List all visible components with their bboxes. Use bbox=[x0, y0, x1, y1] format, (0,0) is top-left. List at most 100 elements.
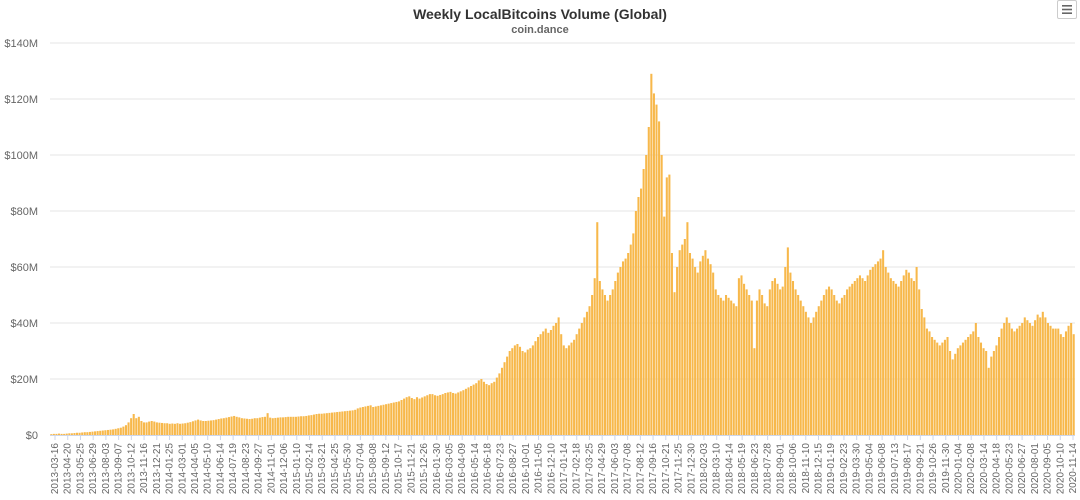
chart-menu-button[interactable] bbox=[1057, 0, 1077, 19]
bar[interactable] bbox=[755, 300, 758, 435]
bar[interactable] bbox=[256, 418, 259, 435]
bar[interactable] bbox=[812, 317, 815, 435]
bar[interactable] bbox=[78, 432, 81, 435]
bar[interactable] bbox=[786, 247, 789, 435]
bar[interactable] bbox=[467, 387, 470, 435]
bar[interactable] bbox=[397, 401, 400, 435]
bar[interactable] bbox=[848, 286, 851, 435]
bar[interactable] bbox=[598, 281, 601, 435]
bar[interactable] bbox=[933, 339, 936, 435]
bar[interactable] bbox=[475, 383, 478, 435]
bar[interactable] bbox=[943, 339, 946, 435]
bar[interactable] bbox=[470, 386, 473, 435]
bar[interactable] bbox=[171, 423, 174, 435]
bar[interactable] bbox=[573, 339, 576, 435]
bar[interactable] bbox=[284, 417, 287, 435]
bar[interactable] bbox=[1072, 334, 1075, 435]
bar[interactable] bbox=[377, 405, 380, 435]
bar[interactable] bbox=[57, 433, 61, 435]
bar[interactable] bbox=[629, 244, 632, 435]
bar[interactable] bbox=[866, 275, 869, 435]
bar[interactable] bbox=[449, 391, 452, 435]
bar[interactable] bbox=[459, 391, 462, 435]
bar[interactable] bbox=[918, 289, 921, 435]
bar[interactable] bbox=[194, 420, 197, 435]
bar[interactable] bbox=[913, 281, 916, 435]
bar[interactable] bbox=[374, 406, 377, 435]
bar[interactable] bbox=[137, 416, 140, 435]
bar[interactable] bbox=[212, 420, 215, 435]
bar[interactable] bbox=[740, 275, 743, 435]
bar[interactable] bbox=[959, 345, 962, 435]
bar[interactable] bbox=[549, 330, 552, 435]
bar[interactable] bbox=[320, 413, 323, 435]
bar[interactable] bbox=[302, 416, 305, 435]
bar[interactable] bbox=[1013, 331, 1016, 435]
bar[interactable] bbox=[969, 334, 972, 435]
bar[interactable] bbox=[166, 423, 169, 435]
bar[interactable] bbox=[714, 289, 717, 435]
bar[interactable] bbox=[583, 317, 586, 435]
bar[interactable] bbox=[454, 393, 457, 435]
bar[interactable] bbox=[779, 289, 782, 435]
bar[interactable] bbox=[979, 342, 983, 435]
bar[interactable] bbox=[415, 397, 419, 435]
bar[interactable] bbox=[601, 289, 604, 435]
bar[interactable] bbox=[472, 384, 475, 435]
bar[interactable] bbox=[624, 258, 627, 435]
bar[interactable] bbox=[300, 416, 303, 435]
bar[interactable] bbox=[722, 300, 725, 435]
bar[interactable] bbox=[856, 278, 859, 435]
bar[interactable] bbox=[766, 306, 769, 435]
bar[interactable] bbox=[809, 323, 813, 435]
bar[interactable] bbox=[621, 261, 625, 435]
bar[interactable] bbox=[804, 311, 807, 435]
bar[interactable] bbox=[392, 402, 395, 435]
bar[interactable] bbox=[60, 433, 63, 435]
bar[interactable] bbox=[385, 404, 388, 435]
bar[interactable] bbox=[493, 381, 496, 435]
bar[interactable] bbox=[660, 155, 663, 435]
bar[interactable] bbox=[992, 351, 995, 435]
bar[interactable] bbox=[349, 410, 352, 435]
bar[interactable] bbox=[972, 331, 975, 435]
bar[interactable] bbox=[96, 431, 99, 435]
bar[interactable] bbox=[513, 345, 516, 435]
bar[interactable] bbox=[307, 415, 310, 435]
bar[interactable] bbox=[640, 188, 643, 435]
bar[interactable] bbox=[521, 351, 524, 435]
bar[interactable] bbox=[712, 272, 715, 435]
bar[interactable] bbox=[575, 334, 578, 435]
bar[interactable] bbox=[408, 396, 411, 435]
bar[interactable] bbox=[1070, 323, 1073, 435]
bar[interactable] bbox=[191, 421, 194, 435]
bar[interactable] bbox=[328, 412, 331, 435]
bar[interactable] bbox=[964, 339, 967, 435]
bar[interactable] bbox=[1059, 334, 1062, 435]
bar[interactable] bbox=[858, 275, 861, 435]
bar[interactable] bbox=[1005, 317, 1008, 435]
bar[interactable] bbox=[282, 417, 285, 435]
bar[interactable] bbox=[351, 410, 354, 435]
bar[interactable] bbox=[452, 393, 455, 435]
bar[interactable] bbox=[781, 286, 784, 435]
bar[interactable] bbox=[235, 416, 238, 435]
bar[interactable] bbox=[179, 423, 182, 435]
bar[interactable] bbox=[694, 267, 697, 435]
bar[interactable] bbox=[949, 351, 952, 435]
bar[interactable] bbox=[1052, 328, 1055, 435]
bar[interactable] bbox=[1023, 317, 1026, 435]
bar[interactable] bbox=[938, 345, 941, 435]
bar[interactable] bbox=[318, 413, 321, 435]
bar[interactable] bbox=[596, 222, 599, 435]
bar[interactable] bbox=[627, 253, 630, 435]
bar[interactable] bbox=[585, 311, 588, 435]
bar[interactable] bbox=[864, 281, 867, 435]
bar[interactable] bbox=[753, 348, 756, 435]
bar[interactable] bbox=[879, 258, 882, 435]
bar[interactable] bbox=[758, 289, 761, 435]
bar[interactable] bbox=[248, 419, 251, 435]
bar[interactable] bbox=[294, 416, 297, 435]
bar[interactable] bbox=[446, 392, 449, 435]
bar[interactable] bbox=[828, 286, 831, 435]
